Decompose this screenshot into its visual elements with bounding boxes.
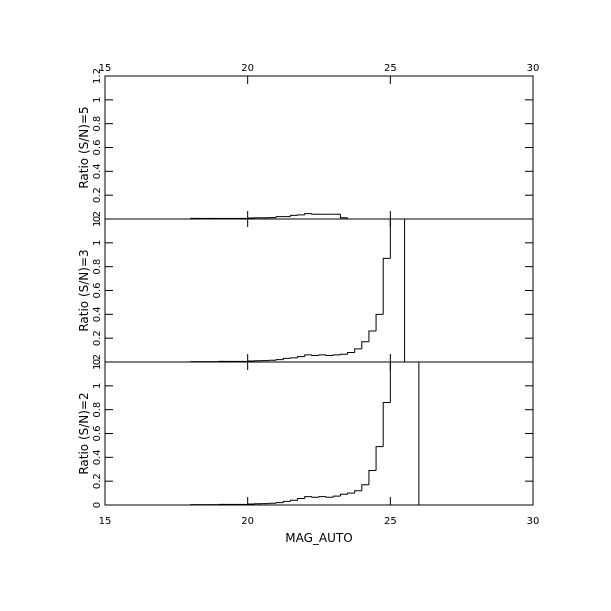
y-tick-label: 0.4 — [92, 449, 103, 465]
histogram — [190, 219, 419, 362]
y-tick-label: 0.6 — [92, 283, 103, 299]
x-tick-label: 25 — [384, 516, 397, 527]
histogram-bin — [332, 354, 341, 356]
y-axis-label: Ratio (S/N)=3 — [77, 249, 91, 331]
histogram-bin — [339, 493, 348, 497]
panel-frame — [104, 361, 534, 506]
histogram-bin — [297, 356, 305, 358]
x-tick-label: 15 — [99, 63, 112, 74]
histogram — [190, 362, 420, 505]
histogram — [190, 213, 419, 219]
y-tick-label: 0.2 — [92, 187, 103, 203]
histogram-bin — [282, 357, 291, 360]
x-tick-label: 20 — [241, 63, 254, 74]
histogram-bin — [347, 492, 355, 495]
x-tick-label: 15 — [99, 516, 112, 527]
histogram-bin — [297, 214, 305, 216]
x-tick-label: 25 — [384, 63, 397, 74]
histogram-bin — [389, 362, 391, 403]
x-tick-label: 30 — [527, 63, 540, 74]
histogram-bin — [304, 213, 312, 215]
histogram-bin — [318, 354, 327, 356]
histogram-bin — [275, 502, 284, 504]
histogram-bin — [325, 354, 334, 356]
y-tick-label: 0 — [92, 502, 103, 508]
y-tick-label: 0 — [92, 216, 103, 222]
y-tick-label: 0.6 — [92, 140, 103, 156]
y-tick-label: 1.2 — [92, 211, 103, 227]
y-tick-label: 0.4 — [92, 306, 103, 322]
histogram-bin — [361, 341, 369, 349]
histogram-bin — [354, 348, 362, 353]
histogram-bin — [289, 357, 298, 359]
y-tick-label: 0.8 — [92, 402, 103, 418]
histogram-bin — [368, 330, 377, 342]
histogram-bin — [311, 213, 319, 215]
histogram-bin — [282, 500, 291, 503]
x-axis-label: MAG_AUTO — [285, 531, 352, 545]
y-axis-label: Ratio (S/N)=2 — [77, 392, 91, 474]
y-tick-label: 0.2 — [92, 473, 103, 489]
y-tick-label: 0.4 — [92, 163, 103, 179]
histogram-bin — [389, 219, 391, 259]
y-tick-label: 1 — [92, 383, 103, 389]
x-tick-label: 30 — [527, 516, 540, 527]
histogram-bin — [289, 214, 298, 217]
histogram-bin — [368, 469, 377, 485]
histogram-bin — [304, 496, 312, 499]
y-tick-label: 0.8 — [92, 259, 103, 275]
panel-frame — [104, 75, 534, 220]
histogram-bin — [275, 216, 284, 218]
histogram-bin — [318, 496, 327, 498]
histogram-bin — [375, 313, 384, 332]
histogram-bin — [311, 354, 319, 356]
histogram-bin — [297, 497, 305, 501]
histogram-bin — [275, 359, 284, 361]
histogram-bin — [339, 353, 348, 355]
histogram-bin — [382, 257, 391, 315]
histogram-bin — [347, 351, 355, 355]
histogram-bin — [347, 217, 355, 219]
histogram-bin — [382, 402, 391, 447]
y-tick-label: 1.2 — [92, 68, 103, 84]
histogram-bin — [304, 354, 312, 357]
y-tick-label: 1 — [92, 240, 103, 246]
histogram-bin — [325, 496, 334, 498]
y-axis-label: Ratio (S/N)=5 — [77, 106, 91, 188]
histogram-bin — [354, 490, 362, 494]
panel-frame — [104, 218, 534, 363]
histogram-bin — [418, 362, 420, 505]
histogram-bin — [404, 219, 412, 362]
histogram-bin — [375, 446, 384, 471]
x-tick-label: 20 — [241, 516, 254, 527]
y-tick-label: 1.2 — [92, 354, 103, 370]
y-tick-label: 0.6 — [92, 426, 103, 442]
histogram-bin — [361, 484, 369, 491]
y-tick-label: 0.2 — [92, 330, 103, 346]
y-tick-label: 0.8 — [92, 116, 103, 132]
y-tick-label: 0 — [92, 359, 103, 365]
histogram-bin — [289, 499, 298, 502]
histogram-bin — [311, 496, 319, 498]
y-tick-label: 1 — [92, 97, 103, 103]
histogram-bin — [332, 495, 341, 498]
histogram-bin — [339, 214, 348, 219]
